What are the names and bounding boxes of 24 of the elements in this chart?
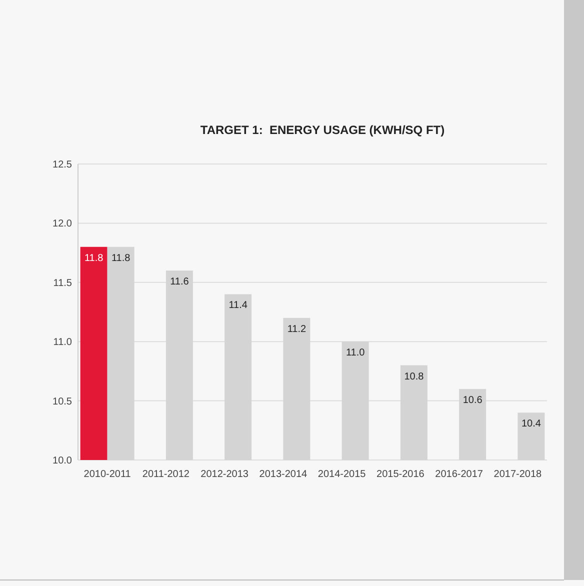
data-label: 10.8 bbox=[404, 371, 424, 382]
data-label: 11.6 bbox=[170, 276, 190, 288]
x-tick-label: 2015-2016 bbox=[376, 469, 425, 480]
x-tick-label: 2013-2014 bbox=[259, 469, 308, 480]
x-tick-label: 2014-2015 bbox=[318, 469, 366, 480]
x-tick-label: 2016-2017 bbox=[435, 469, 484, 480]
data-label: 11.8 bbox=[111, 252, 131, 264]
chart-title: TARGET 1: ENERGY USAGE (KWH/SQ FT) bbox=[200, 123, 445, 137]
data-label: 10.4 bbox=[521, 418, 542, 430]
y-tick-label: 12.0 bbox=[52, 218, 72, 230]
data-label: 11.4 bbox=[228, 300, 248, 312]
y-tick-label: 12.5 bbox=[52, 160, 72, 170]
data-label: 11.8 bbox=[84, 252, 104, 264]
y-tick-label: 10.0 bbox=[52, 456, 72, 466]
y-tick-label: 11.0 bbox=[53, 337, 72, 348]
x-tick-label: 2012-2013 bbox=[200, 469, 249, 480]
y-tick-label: 10.5 bbox=[52, 396, 72, 408]
y-tick-label: 11.5 bbox=[53, 278, 72, 289]
x-tick-label: 2011-2012 bbox=[142, 469, 190, 480]
x-tick-label: 2010-2011 bbox=[84, 469, 132, 480]
data-label: 10.6 bbox=[462, 394, 483, 406]
data-label: 11.0 bbox=[346, 348, 366, 359]
x-tick-label: 2017-2018 bbox=[494, 469, 542, 480]
data-label: 11.2 bbox=[287, 324, 306, 335]
